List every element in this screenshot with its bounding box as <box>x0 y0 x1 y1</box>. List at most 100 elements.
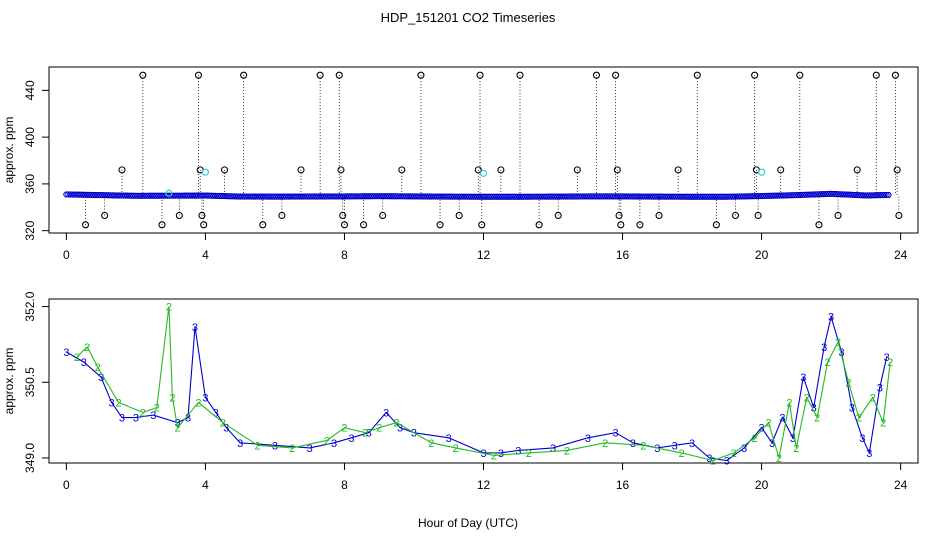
series-2-marker: 2 <box>825 357 831 369</box>
detail-y-tick-label: 350.5 <box>23 367 37 397</box>
black-point <box>872 71 880 79</box>
baseline-point <box>870 192 877 199</box>
baseline-point <box>428 193 435 200</box>
baseline-point <box>478 193 485 200</box>
baseline-point <box>625 193 632 200</box>
series-3-marker: 3 <box>866 448 872 460</box>
black-point <box>417 71 425 79</box>
baseline-point <box>472 193 479 200</box>
series-3-marker: 3 <box>585 433 591 445</box>
baseline-point <box>153 192 160 199</box>
baseline-point <box>862 192 869 199</box>
baseline-point <box>682 193 689 200</box>
series-3-marker: 3 <box>411 428 417 440</box>
baseline-point <box>634 193 642 200</box>
baseline-point <box>558 193 565 200</box>
baseline-point <box>699 193 707 200</box>
baseline-point <box>103 192 110 199</box>
baseline-point <box>116 192 124 199</box>
baseline-point <box>397 193 405 200</box>
series-3-marker: 3 <box>741 443 747 455</box>
baseline-point <box>826 190 833 198</box>
baseline-point <box>828 190 835 197</box>
baseline-point <box>294 193 301 200</box>
series-2-marker: 2 <box>115 397 121 409</box>
series-2-marker: 2 <box>428 438 434 450</box>
black-point <box>240 71 248 79</box>
baseline-point <box>805 191 812 198</box>
black-point <box>340 221 349 229</box>
baseline-point <box>791 192 798 199</box>
black-point <box>476 71 484 79</box>
baseline-point <box>392 193 399 200</box>
baseline-point <box>860 192 867 199</box>
baseline-point <box>246 193 254 200</box>
x-axis-label: Hour of Day (UTC) <box>418 516 518 530</box>
baseline-point <box>856 192 863 199</box>
baseline-point <box>80 191 87 198</box>
baseline-point <box>619 193 626 200</box>
baseline-point <box>420 193 427 200</box>
baseline-point <box>70 191 78 198</box>
baseline-point <box>376 193 384 200</box>
baseline-point <box>69 191 76 198</box>
baseline-point <box>63 191 70 198</box>
detail-x-tick-label: 12 <box>477 478 491 492</box>
overview-x-tick-label: 12 <box>477 248 491 262</box>
overview-x-tick-label: 8 <box>341 248 348 262</box>
baseline-point <box>386 193 393 200</box>
series-3-marker: 3 <box>859 433 865 445</box>
series-3-marker: 3 <box>779 413 785 425</box>
baseline-point <box>573 193 580 200</box>
baseline-point <box>149 192 156 199</box>
series-3-marker: 3 <box>654 443 660 455</box>
baseline-point <box>242 193 250 200</box>
series-2-marker: 2 <box>341 423 347 435</box>
baseline-point <box>814 191 821 198</box>
series-2-marker: 2 <box>814 413 820 425</box>
series-2-marker: 2 <box>154 402 160 414</box>
baseline-point <box>762 192 770 200</box>
baseline-point <box>613 193 621 200</box>
series-2-marker: 2 <box>887 357 893 369</box>
overview-y-tick-label: 400 <box>23 127 37 147</box>
baseline-point <box>112 192 120 199</box>
baseline-point <box>730 193 737 200</box>
baseline-point <box>810 191 817 198</box>
baseline-point <box>227 193 234 200</box>
baseline-point <box>290 193 297 200</box>
baseline-point <box>439 193 447 200</box>
baseline-point <box>820 191 827 198</box>
black-point <box>316 71 324 79</box>
baseline-point <box>734 193 741 200</box>
baseline-point <box>353 193 361 200</box>
baseline-point <box>548 193 556 200</box>
detail-y-label: approx. ppm <box>2 348 16 415</box>
baseline-point <box>141 192 148 199</box>
baseline-point <box>499 193 506 200</box>
baseline-point <box>543 193 550 200</box>
baseline-point <box>342 193 349 200</box>
baseline-point <box>854 191 861 199</box>
baseline-point <box>252 193 259 200</box>
baseline-point <box>445 193 452 200</box>
baseline-point <box>659 193 666 200</box>
detail-x-tick-label: 4 <box>202 478 209 492</box>
series-2-marker: 2 <box>453 443 459 455</box>
baseline-point <box>655 193 663 200</box>
series-3-marker: 3 <box>150 410 156 422</box>
baseline-point <box>84 191 91 198</box>
black-point <box>297 166 305 174</box>
series-3-marker: 3 <box>397 423 403 435</box>
baseline-point <box>262 193 269 200</box>
series-3-marker: 3 <box>366 428 372 440</box>
baseline-point <box>866 192 873 199</box>
black-point <box>573 166 581 174</box>
detail-x-tick-label: 16 <box>616 478 630 492</box>
series-2-marker: 2 <box>731 448 737 460</box>
baseline-point <box>156 192 164 199</box>
baseline-point <box>275 193 282 200</box>
baseline-point <box>329 193 336 200</box>
baseline-point <box>652 193 659 200</box>
